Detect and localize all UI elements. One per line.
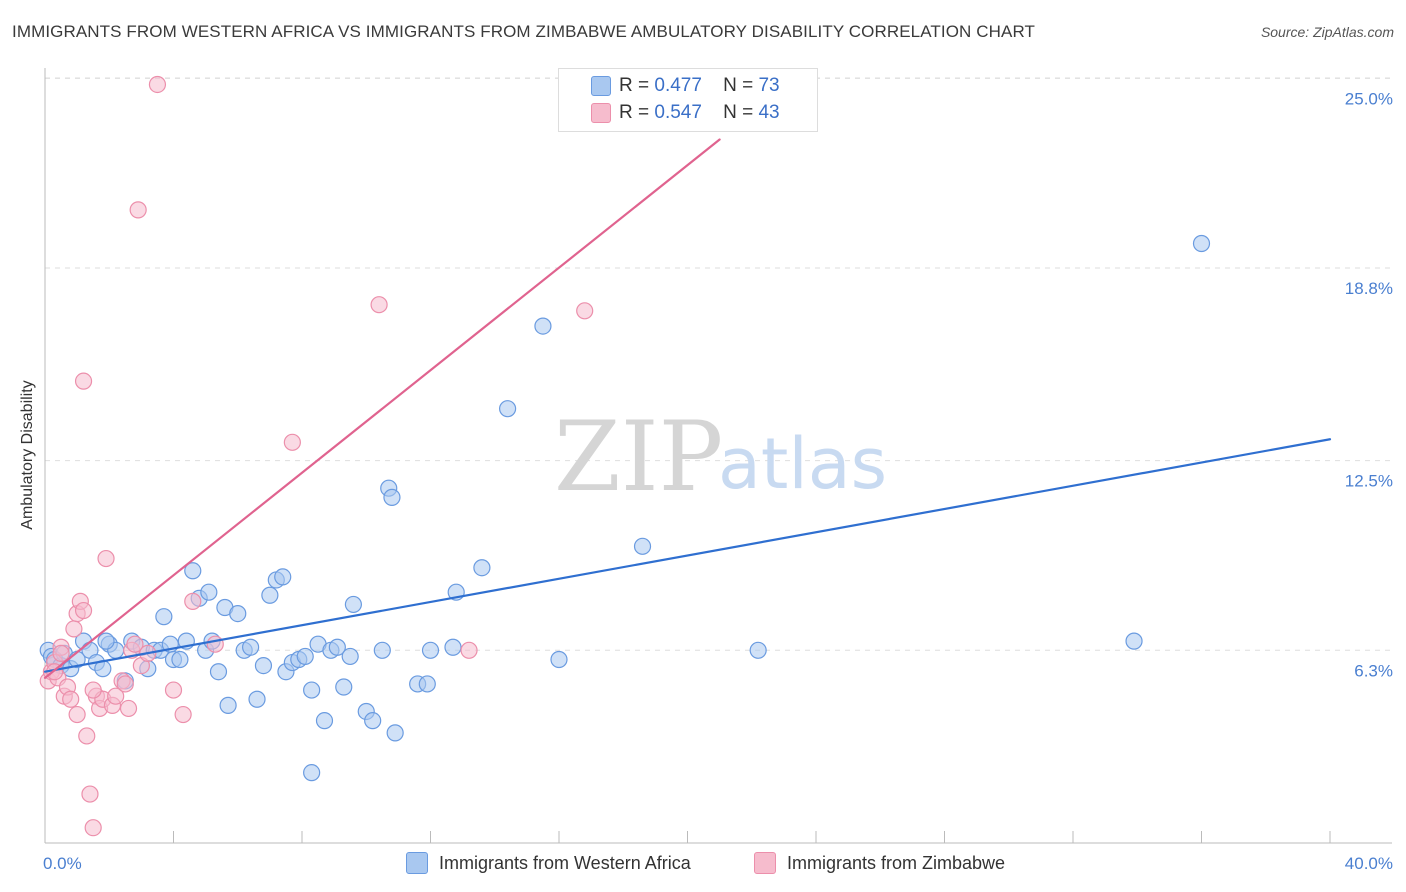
point-zimbabwe	[78, 727, 96, 745]
point-zimbabwe	[370, 296, 388, 314]
point-western-africa	[534, 317, 552, 335]
legend-n-label: N =	[723, 75, 754, 96]
y-tick-label: 18.8%	[1345, 279, 1393, 298]
point-western-africa	[749, 641, 767, 659]
point-zimbabwe	[116, 675, 134, 693]
point-zimbabwe	[62, 690, 80, 708]
legend-r-label: R =	[619, 75, 650, 96]
legend-swatch-zimbabwe	[591, 103, 611, 123]
point-western-africa	[303, 681, 321, 699]
legend-r-label: R =	[619, 102, 650, 123]
chart-title: IMMIGRANTS FROM WESTERN AFRICA VS IMMIGR…	[12, 22, 1035, 41]
tick-labels: 6.3% 12.5% 18.8% 25.0% 0.0% 40.0%	[43, 89, 1393, 873]
source-label: Source: ZipAtlas.com	[1260, 24, 1394, 40]
point-western-africa	[303, 764, 321, 782]
point-western-africa	[261, 586, 279, 604]
watermark: ZIP atlas	[554, 401, 887, 513]
series-legend-western-africa: Immigrants from Western Africa	[406, 852, 691, 874]
point-western-africa	[328, 638, 346, 656]
point-zimbabwe	[52, 644, 70, 662]
point-zimbabwe	[174, 705, 192, 724]
point-western-africa	[418, 675, 436, 693]
legend-r-value: 0.477	[654, 75, 702, 96]
point-western-africa	[97, 632, 115, 650]
point-western-africa	[341, 647, 359, 666]
point-western-africa	[633, 537, 652, 555]
point-zimbabwe	[460, 641, 478, 659]
point-western-africa	[248, 690, 266, 708]
point-zimbabwe	[129, 201, 147, 219]
axes	[44, 68, 1392, 844]
trend-line-zimbabwe	[43, 138, 721, 679]
point-western-africa	[373, 641, 391, 659]
point-western-africa	[383, 488, 401, 506]
point-western-africa	[219, 696, 237, 714]
point-western-africa	[242, 638, 260, 656]
x-tick-label-max: 40.0%	[1345, 854, 1393, 873]
point-western-africa	[364, 712, 382, 730]
point-zimbabwe	[206, 635, 224, 653]
legend-row-western-africa: R = 0.477 N = 73	[591, 73, 780, 99]
point-western-africa	[550, 650, 568, 669]
point-zimbabwe	[126, 635, 144, 653]
legend-row-zimbabwe: R = 0.547 N = 43	[591, 100, 780, 126]
point-zimbabwe	[84, 681, 102, 699]
y-tick-label: 25.0%	[1345, 89, 1393, 108]
correlation-legend: R = 0.477 N = 73 R = 0.547 N = 43	[558, 68, 818, 132]
legend-n-label: N =	[723, 102, 754, 123]
point-zimbabwe	[576, 302, 594, 320]
point-zimbabwe	[283, 433, 301, 451]
point-western-africa	[344, 595, 362, 614]
point-zimbabwe	[119, 699, 138, 718]
point-zimbabwe	[74, 601, 93, 620]
series-swatch-zimbabwe	[754, 852, 776, 874]
y-tick-label: 6.3%	[1354, 661, 1393, 680]
point-western-africa	[473, 559, 491, 577]
point-zimbabwe	[184, 592, 202, 610]
point-western-africa	[335, 678, 353, 696]
point-zimbabwe	[84, 819, 102, 837]
point-western-africa	[274, 568, 292, 586]
y-tick-label: 12.5%	[1345, 472, 1393, 491]
legend-r-value: 0.547	[654, 102, 702, 123]
trend-line-western-africa	[43, 438, 1332, 673]
point-zimbabwe	[68, 705, 86, 724]
point-zimbabwe	[97, 549, 115, 568]
point-western-africa	[229, 605, 247, 623]
x-tick-label-min: 0.0%	[43, 854, 82, 873]
point-western-africa	[315, 712, 334, 730]
point-zimbabwe	[164, 681, 183, 699]
legend-swatch-western-africa	[591, 76, 611, 96]
point-zimbabwe	[81, 785, 99, 803]
point-western-africa	[296, 647, 314, 666]
legend-n-value: 43	[758, 102, 780, 123]
point-western-africa	[200, 583, 218, 601]
point-western-africa	[184, 562, 202, 580]
point-zimbabwe	[74, 372, 93, 390]
point-western-africa	[421, 641, 440, 659]
point-western-africa	[1192, 234, 1211, 253]
series-label-western-africa: Immigrants from Western Africa	[439, 852, 691, 873]
point-zimbabwe	[148, 75, 167, 94]
point-western-africa	[499, 400, 517, 418]
point-western-africa	[444, 638, 462, 656]
point-western-africa	[1125, 632, 1143, 650]
watermark-zip: ZIP	[554, 401, 723, 513]
point-western-africa	[155, 608, 173, 626]
series-legend-zimbabwe: Immigrants from Zimbabwe	[754, 852, 1005, 874]
point-western-africa	[386, 724, 404, 742]
legend-n-value: 73	[758, 75, 780, 96]
data-points	[39, 75, 1211, 837]
point-zimbabwe	[107, 687, 125, 705]
point-zimbabwe	[65, 620, 83, 638]
point-western-africa	[171, 650, 189, 669]
gridlines	[45, 77, 1392, 651]
series-swatch-western-africa	[406, 852, 428, 874]
series-label-zimbabwe: Immigrants from Zimbabwe	[787, 852, 1006, 873]
watermark-atlas: atlas	[718, 423, 887, 505]
point-western-africa	[254, 657, 273, 675]
point-western-africa	[209, 663, 228, 681]
trend-lines	[43, 138, 1332, 679]
